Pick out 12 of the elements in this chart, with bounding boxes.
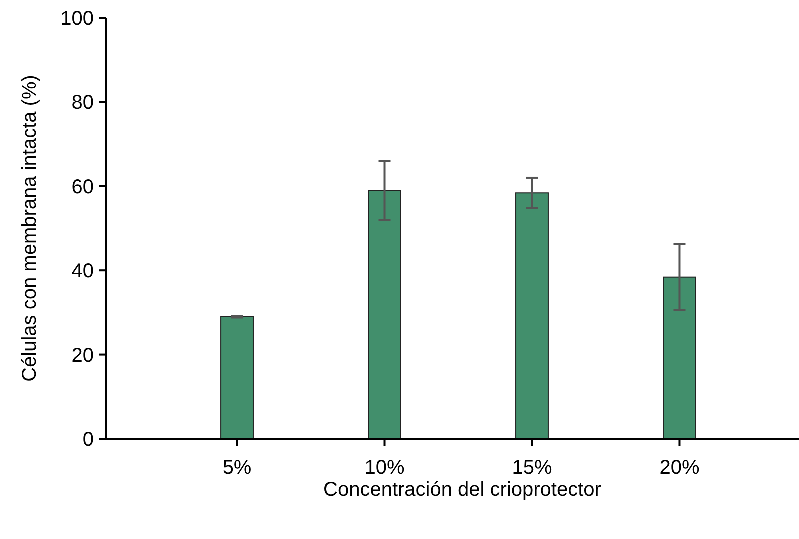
y-tick-label: 20 bbox=[72, 344, 94, 367]
y-axis-title: Células con membrana intacta (%) bbox=[19, 75, 41, 382]
y-tick-label: 80 bbox=[72, 92, 94, 114]
x-tick-label: 20% bbox=[660, 457, 700, 479]
x-tick-label: 5% bbox=[222, 457, 252, 479]
y-tick-label: 40 bbox=[72, 260, 94, 283]
x-tick-label: 10% bbox=[364, 457, 405, 479]
y-tick-label: 100 bbox=[60, 8, 94, 30]
y-tick-label: 60 bbox=[72, 176, 94, 198]
y-tick-label: 0 bbox=[82, 429, 94, 451]
x-axis-title: Concentración del crioprotector bbox=[324, 479, 602, 501]
x-tick-label: 15% bbox=[512, 457, 552, 479]
